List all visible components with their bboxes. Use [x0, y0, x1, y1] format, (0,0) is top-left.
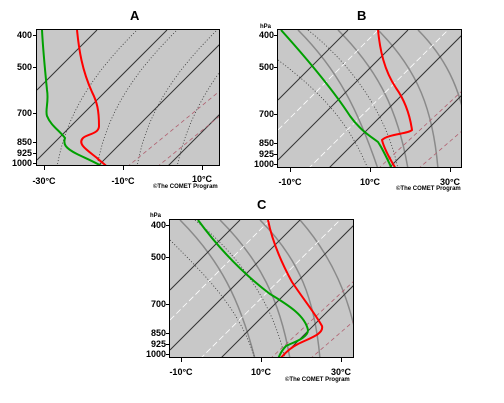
temp-tick-b — [290, 168, 291, 172]
credit-c: ©The COMET Program — [285, 377, 350, 383]
pressure-label-a-700: 700 — [16, 108, 32, 118]
temp-tick-a — [123, 166, 124, 170]
temp-label-c-30: 30°C — [330, 367, 352, 377]
temperature-profile-a — [76, 30, 107, 165]
temp-tick-a — [44, 166, 45, 170]
skewt-plot-c — [169, 219, 354, 358]
temp-label-c-10: 10°C — [250, 367, 272, 377]
pressure-tick-a — [33, 153, 37, 154]
temp-label-a-minus30: -30°C — [32, 176, 56, 186]
panel-c-title: C — [257, 197, 267, 212]
pressure-label-c-400: 400 — [150, 220, 166, 230]
pressure-label-a-400: 400 — [16, 30, 32, 40]
pressure-tick-c — [166, 225, 170, 226]
pressure-unit-c: hPa — [150, 213, 162, 219]
pressure-label-b-500: 500 — [258, 62, 274, 72]
dewpoint-profile-a — [41, 30, 102, 165]
temp-tick-c — [341, 358, 342, 362]
skewt-plot-b — [277, 29, 462, 168]
dewpoint-profile-b — [280, 30, 393, 167]
pressure-label-c-925: 925 — [150, 339, 166, 349]
pressure-tick-a — [33, 113, 37, 114]
pressure-tick-c — [166, 257, 170, 258]
pressure-tick-c — [166, 333, 170, 334]
temp-tick-b — [450, 168, 451, 172]
temp-label-a-10: 10°C — [191, 174, 213, 184]
skewt-diagram-a — [37, 30, 219, 165]
pressure-label-c-700: 700 — [150, 299, 166, 309]
pressure-label-b-400: 400 — [258, 30, 274, 40]
pressure-tick-b — [274, 154, 278, 155]
pressure-tick-c — [166, 344, 170, 345]
pressure-label-b-1000: 1000 — [253, 159, 274, 169]
pressure-tick-a — [33, 35, 37, 36]
pressure-tick-c — [166, 354, 170, 355]
pressure-label-c-850: 850 — [150, 328, 166, 338]
temperature-profile-c — [267, 220, 324, 357]
pressure-label-c-1000: 1000 — [145, 349, 166, 359]
pressure-label-a-500: 500 — [16, 62, 32, 72]
temp-label-b-10: 10°C — [359, 177, 381, 187]
temp-label-c-minus10: -10°C — [169, 367, 193, 377]
pressure-tick-b — [274, 67, 278, 68]
pressure-tick-c — [166, 304, 170, 305]
temp-label-b-30: 30°C — [439, 177, 461, 187]
pressure-label-c-500: 500 — [150, 252, 166, 262]
temp-tick-b — [370, 168, 371, 172]
dewpoint-profile-c — [197, 220, 310, 357]
temp-label-b-minus10: -10°C — [278, 177, 302, 187]
temp-tick-a — [202, 166, 203, 170]
pressure-tick-b — [274, 35, 278, 36]
credit-a: ©The COMET Program — [153, 184, 218, 190]
temp-label-a-minus10: -10°C — [111, 176, 135, 186]
temperature-profile-b — [377, 30, 414, 167]
pressure-tick-b — [274, 114, 278, 115]
pressure-unit-b: hPa — [260, 24, 272, 30]
credit-b: ©The COMET Program — [396, 186, 461, 192]
pressure-label-a-1000: 1000 — [11, 158, 32, 168]
temp-tick-c — [261, 358, 262, 362]
skewt-diagram-c — [170, 220, 353, 357]
pressure-tick-b — [274, 143, 278, 144]
pressure-label-a-850: 850 — [16, 137, 32, 147]
panel-b-title: B — [357, 8, 367, 23]
temp-tick-c — [181, 358, 182, 362]
pressure-tick-a — [33, 163, 37, 164]
pressure-tick-a — [33, 67, 37, 68]
pressure-tick-a — [33, 142, 37, 143]
pressure-label-a-925: 925 — [16, 148, 32, 158]
pressure-label-b-925: 925 — [258, 149, 274, 159]
skewt-diagram-b — [278, 30, 461, 167]
pressure-label-b-700: 700 — [258, 109, 274, 119]
pressure-label-b-850: 850 — [258, 138, 274, 148]
skewt-plot-a — [36, 29, 220, 166]
pressure-tick-b — [274, 164, 278, 165]
panel-a-title: A — [130, 8, 140, 23]
